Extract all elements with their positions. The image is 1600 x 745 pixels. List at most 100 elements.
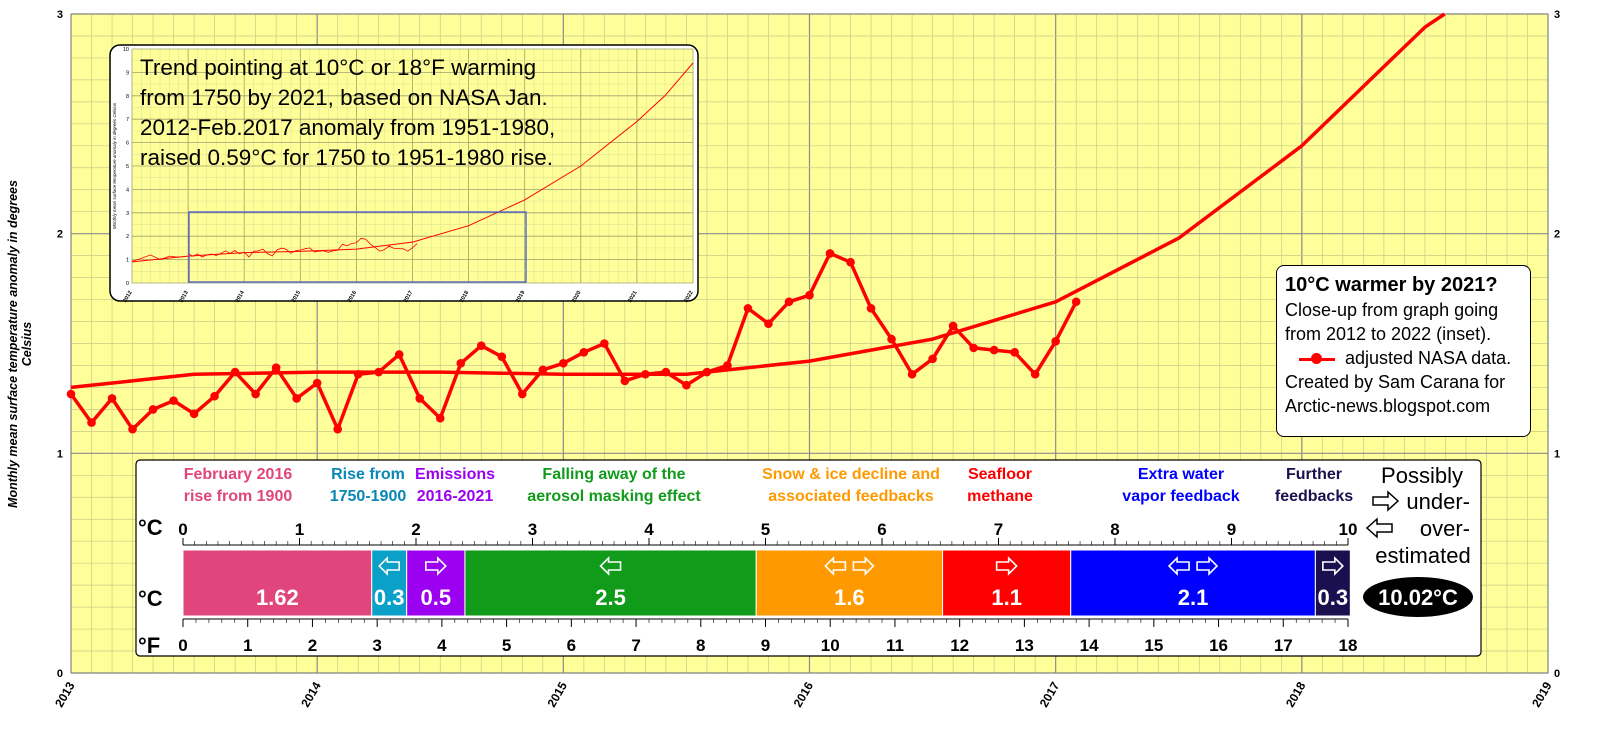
y-axis: 0 01 12 23 3	[57, 9, 1560, 680]
inset-series	[131, 62, 694, 263]
bar-segment-label: feedbacks	[1275, 488, 1353, 505]
fahrenheit-scale: 0 1 2 3 4 5 6 7 8 9 10 11 12 13 14 15 16 17 18	[178, 618, 1358, 655]
data-point	[907, 369, 917, 379]
fahrenheit-tick-label: 10	[821, 636, 840, 655]
arrow-right-icon	[852, 556, 875, 576]
data-point	[230, 367, 240, 377]
data-point	[189, 409, 199, 419]
fahrenheit-tick-label: 4	[437, 636, 447, 655]
data-point	[661, 367, 671, 377]
fahrenheit-tick-label: 12	[950, 636, 969, 655]
bar-segment-value: 0.3	[374, 585, 405, 610]
data-point	[784, 297, 794, 307]
bar-segment	[464, 549, 757, 617]
series-layer	[66, 12, 1446, 434]
bar-segment-label: aerosol masking effect	[527, 488, 701, 505]
fahrenheit-tick-label: 1	[243, 636, 252, 655]
celsius-tick-label: 10	[1339, 520, 1358, 539]
fahrenheit-tick-label: 18	[1339, 636, 1358, 655]
legend: 10°C warmer by 2021? Close-up from graph…	[1276, 265, 1531, 437]
inset-axes: 2012 2013 2014 2015 2016 2017 2018 2019 2020 2021…	[112, 47, 695, 304]
bar-segment-label: Falling away of the	[542, 466, 685, 483]
x-tick-label: 2015	[544, 679, 570, 709]
inset-description: Trend pointing at 10°C or 18°F warming f…	[140, 53, 580, 173]
x-tick-label: 2014	[298, 679, 324, 709]
inset-x-tick: 2021	[627, 290, 638, 304]
celsius-tick-label: 2	[411, 520, 420, 539]
inset-text-line: 2012-Feb.2017 anomaly from 1951-1980,	[140, 115, 556, 140]
data-point	[1030, 369, 1040, 379]
possibly-label: estimated	[1375, 543, 1470, 568]
arrow-right-icon	[1372, 490, 1400, 512]
fahrenheit-tick-label: 15	[1144, 636, 1163, 655]
data-point	[702, 367, 712, 377]
arrow-left-icon	[1167, 556, 1190, 576]
inset-text-line: Trend pointing at 10°C or 18°F warming	[140, 55, 537, 80]
x-tick-label: 2018	[1283, 679, 1309, 709]
bar-segment-label: Emissions	[415, 466, 495, 483]
bar-segment-label: Rise from	[331, 466, 405, 483]
data-series-line	[69, 251, 1078, 431]
bar-segment	[182, 549, 373, 617]
legend-line: Created by Sam Carana for	[1285, 372, 1506, 392]
data-point	[128, 424, 137, 434]
data-point	[107, 394, 117, 403]
data-point	[271, 363, 281, 372]
fahrenheit-tick-label: 3	[372, 636, 381, 655]
inset-y-tick: 5	[126, 164, 129, 170]
data-point	[333, 424, 342, 434]
bar-segment-value: 0.3	[1318, 585, 1349, 610]
bar-segment-label: Further	[1286, 466, 1342, 483]
data-point	[989, 345, 999, 355]
inset-y-tick: 6	[126, 141, 129, 147]
bar-segment	[371, 549, 408, 617]
y-tick-label-right: 1	[1554, 448, 1560, 460]
inset-text-line: from 1750 by 2021, based on NASA Jan.	[140, 85, 548, 110]
data-point	[456, 358, 466, 368]
inset-zoom-box	[188, 211, 527, 283]
data-point	[497, 352, 507, 361]
bar-segment-label: 2016-2021	[417, 488, 494, 505]
data-point	[1010, 347, 1019, 357]
fahrenheit-tick-label: 16	[1209, 636, 1228, 655]
data-point	[805, 290, 814, 300]
total-value: 10.02°C	[1378, 585, 1458, 610]
possibly-label: Possibly	[1381, 463, 1463, 488]
fahrenheit-tick-label: 0	[178, 636, 187, 655]
data-point	[723, 361, 732, 370]
data-point	[682, 380, 691, 390]
fahrenheit-tick-label: 13	[1015, 636, 1034, 655]
legend-line: Arctic-news.blogspot.com	[1285, 396, 1491, 416]
y-tick-label-right: 2	[1554, 229, 1560, 241]
bar-segment-label: associated feedbacks	[768, 488, 934, 505]
legend-title: 10°C warmer by 2021?	[1285, 274, 1498, 296]
inset-x-tick: 2017	[403, 290, 414, 304]
x-tick-label: 2017	[1037, 679, 1063, 709]
x-tick-label: 2013	[52, 679, 78, 709]
trend-line	[70, 12, 1446, 390]
inset-y-tick: 8	[126, 94, 129, 100]
data-point	[292, 394, 301, 403]
bar-segment	[1314, 549, 1351, 617]
inset-x-tick: 2018	[459, 290, 470, 304]
fahrenheit-tick-label: 7	[631, 636, 640, 655]
celsius-unit-top: °C	[138, 515, 163, 540]
fahrenheit-unit: °F	[138, 633, 160, 658]
celsius-unit-mid: °C	[138, 586, 163, 611]
bar-segment-label: rise from 1900	[184, 488, 293, 505]
celsius-tick-label: 1	[295, 520, 304, 539]
data-point	[948, 321, 958, 331]
inset-grid	[131, 48, 694, 284]
arrow-left-icon	[599, 556, 622, 576]
data-point	[579, 347, 589, 357]
bar-segment	[755, 549, 944, 617]
inset-chart: 2012 2013 2014 2015 2016 2017 2018 2019 2020 2021…	[109, 44, 699, 304]
bar-segment-label: February 2016	[184, 466, 293, 483]
data-point	[887, 334, 896, 344]
data-point	[169, 396, 178, 405]
inset-x-tick: 2012	[122, 290, 133, 304]
fahrenheit-tick-label: 17	[1274, 636, 1293, 655]
bar-segment-value: 2.5	[595, 585, 626, 610]
